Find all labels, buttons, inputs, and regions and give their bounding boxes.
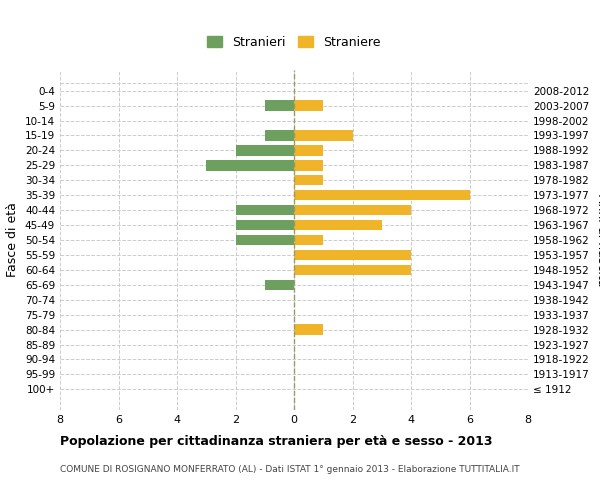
Text: Popolazione per cittadinanza straniera per età e sesso - 2013: Popolazione per cittadinanza straniera p… <box>60 435 493 448</box>
Bar <box>235 145 294 156</box>
Bar <box>294 175 323 186</box>
Bar <box>294 205 411 216</box>
Bar <box>294 324 323 335</box>
Y-axis label: Fasce di età: Fasce di età <box>7 202 19 278</box>
Bar <box>265 280 294 290</box>
Bar <box>206 160 294 170</box>
Bar <box>294 250 411 260</box>
Bar <box>235 220 294 230</box>
Bar <box>294 264 411 275</box>
Bar <box>294 145 323 156</box>
Bar <box>294 190 470 200</box>
Bar <box>265 130 294 140</box>
Bar <box>265 100 294 111</box>
Text: COMUNE DI ROSIGNANO MONFERRATO (AL) - Dati ISTAT 1° gennaio 2013 - Elaborazione : COMUNE DI ROSIGNANO MONFERRATO (AL) - Da… <box>60 465 520 474</box>
Bar <box>294 100 323 111</box>
Bar <box>294 160 323 170</box>
Legend: Stranieri, Straniere: Stranieri, Straniere <box>203 32 385 52</box>
Bar <box>294 220 382 230</box>
Bar <box>294 235 323 245</box>
Y-axis label: Anni di nascita: Anni di nascita <box>595 194 600 286</box>
Bar <box>294 130 353 140</box>
Bar <box>235 205 294 216</box>
Bar <box>235 235 294 245</box>
